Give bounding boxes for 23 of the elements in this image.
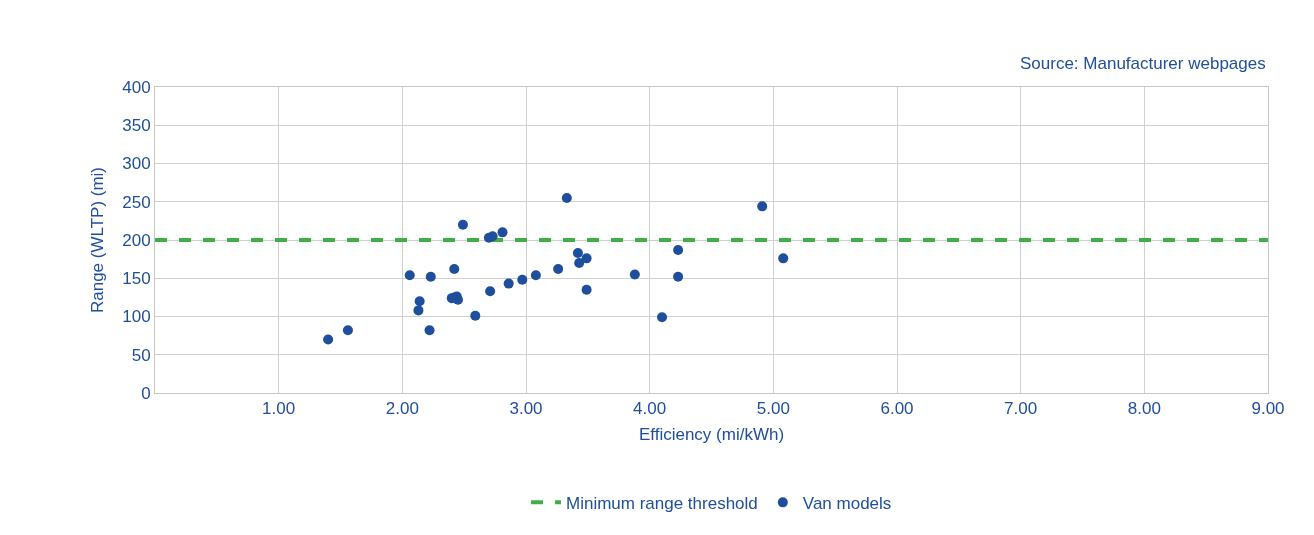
y-tick-label: 350 bbox=[122, 116, 151, 136]
x-tick-label: 1.00 bbox=[262, 399, 296, 419]
x-tick-label: 5.00 bbox=[756, 399, 790, 419]
y-tick-label: 250 bbox=[122, 192, 151, 212]
x-tick-label: 8.00 bbox=[1127, 399, 1161, 419]
y-tick-label: 400 bbox=[122, 77, 151, 97]
y-axis-title: Range (WLTP) (mi) bbox=[87, 166, 107, 314]
x-tick-label: 4.00 bbox=[633, 399, 667, 419]
x-tick-label: 2.00 bbox=[385, 399, 419, 419]
y-tick-label: 100 bbox=[122, 307, 151, 327]
x-tick-label: 7.00 bbox=[1004, 399, 1038, 419]
legend-label: Van models bbox=[802, 493, 892, 513]
y-tick-label: 0 bbox=[141, 383, 151, 403]
y-tick-label: 150 bbox=[122, 269, 151, 289]
x-tick-label: 3.00 bbox=[509, 399, 543, 419]
source-note: Source: Manufacturer webpages bbox=[1020, 54, 1266, 73]
y-tick-label: 50 bbox=[131, 345, 151, 365]
legend-label: Minimum range threshold bbox=[566, 493, 758, 513]
x-tick-label: 6.00 bbox=[880, 399, 914, 419]
y-tick-label: 300 bbox=[122, 154, 151, 174]
x-axis-title: Efficiency (mi/kWh) bbox=[638, 424, 785, 444]
x-tick-label: 9.00 bbox=[1251, 399, 1285, 419]
y-tick-label: 200 bbox=[122, 230, 151, 250]
